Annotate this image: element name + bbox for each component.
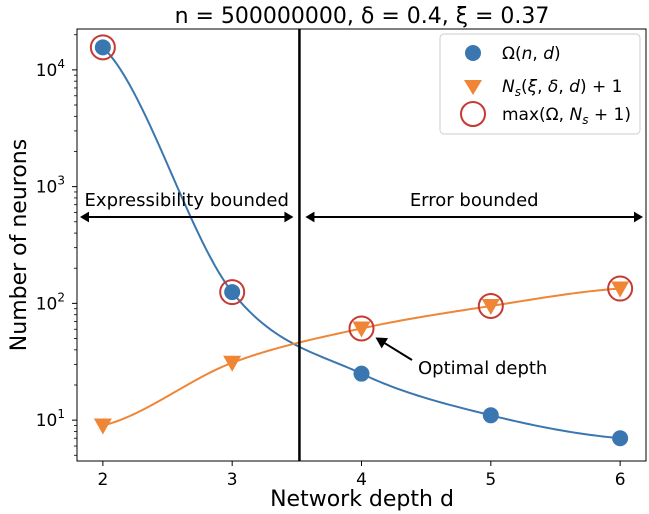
- legend-marker-max: [460, 101, 486, 127]
- ns-point: [93, 418, 112, 435]
- x-axis-title: Network depth d: [270, 487, 454, 512]
- omega-point: [94, 39, 111, 56]
- legend: Ω(n, d) Ns(ξ, δ, d) + 1 max(Ω, Ns + 1): [439, 33, 641, 135]
- x-tick-label: 4: [356, 470, 367, 490]
- expressibility-label: Expressibility bounded: [85, 190, 289, 211]
- max-point: [89, 34, 116, 61]
- error-label: Error bounded: [410, 190, 539, 211]
- region-arrow-head-left: [305, 211, 315, 223]
- omega-point: [224, 284, 241, 301]
- y-axis-title: Number of neurons: [7, 139, 32, 351]
- chart-title: n = 500000000, δ = 0.4, ξ = 0.37: [175, 4, 550, 29]
- legend-label-omega: Ω(n, d): [502, 44, 561, 64]
- y-tick-label: 101: [36, 407, 65, 431]
- x-tick-label: 5: [485, 470, 496, 490]
- omega-point: [353, 365, 370, 382]
- y-tick-label: 102: [36, 290, 65, 314]
- optimal-depth-annotation: Optimal depth: [375, 337, 547, 379]
- x-tick-label: 3: [227, 470, 238, 490]
- ns-curve: [102, 287, 621, 427]
- legend-marker-ns: [464, 80, 482, 95]
- legend-label-ns: Ns(ξ, δ, d) + 1: [502, 77, 622, 99]
- max-point: [477, 292, 504, 319]
- ns-point: [352, 321, 371, 338]
- legend-box: [439, 33, 641, 135]
- x-tick-label: 6: [615, 470, 626, 490]
- data-points: [89, 34, 634, 447]
- max-point: [219, 279, 246, 306]
- optimal-depth-arrow-line: [382, 341, 413, 361]
- region-arrow-head-right: [284, 211, 294, 223]
- region-annotations: Expressibility bounded Error bounded: [80, 190, 643, 223]
- legend-marker-omega: [465, 45, 481, 61]
- y-tick-label: 104: [36, 57, 65, 81]
- y-axis-ticks: 101 102 103 104: [36, 34, 77, 456]
- ns-point: [481, 298, 500, 315]
- x-axis-ticks: 2 3 4 5 6: [97, 461, 626, 490]
- max-point: [348, 315, 375, 342]
- ns-point: [611, 281, 630, 298]
- omega-point: [482, 407, 499, 424]
- omega-point: [612, 430, 629, 447]
- region-arrow-head-right: [634, 211, 643, 223]
- optimal-depth-label: Optimal depth: [418, 358, 547, 379]
- max-point: [607, 275, 634, 302]
- optimal-depth-arrow-head: [375, 337, 389, 349]
- region-arrow-head-left: [80, 211, 89, 223]
- x-tick-label: 2: [97, 470, 108, 490]
- legend-label-max: max(Ω, Ns + 1): [502, 105, 631, 127]
- ns-point: [223, 355, 242, 372]
- y-tick-label: 103: [36, 174, 65, 198]
